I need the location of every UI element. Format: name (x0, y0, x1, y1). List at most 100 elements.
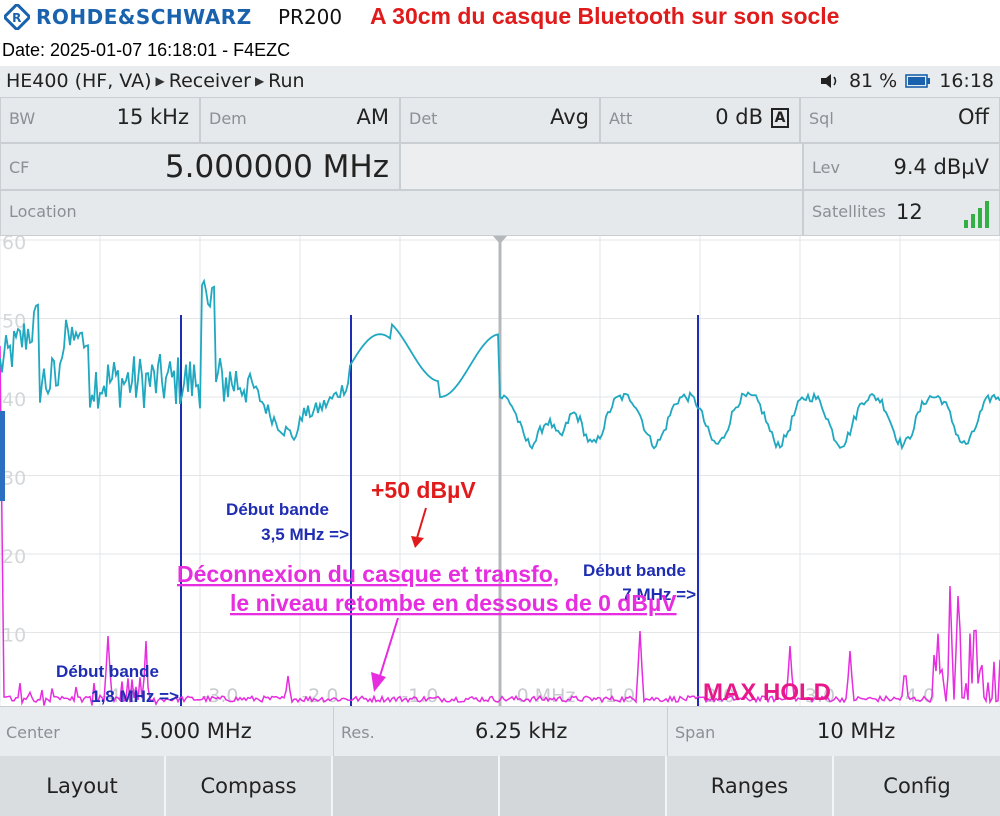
trace-ref-indicator (0, 411, 5, 501)
location-label: Location (9, 202, 77, 221)
ranges-softkey[interactable]: Ranges (667, 756, 834, 816)
disconnect-line1: Déconnexion du casque et transfo, (177, 561, 559, 587)
spectrum-display[interactable]: 60 50 40 30 20 10 -4.0 -3.0 -2.0 -1.0 0 MHz 1.0 2.0… (0, 232, 1000, 707)
date-caption: Date: 2025-01-07 16:18:01 - F4EZC (2, 40, 291, 60)
y-axis-labels: 60 50 40 30 20 10 (2, 232, 26, 647)
speaker-icon[interactable] (819, 71, 841, 91)
status-bar: HE400 (HF, VA) ▶ Receiver ▶ Run 81 % 16:18 (0, 66, 1000, 98)
brand-name: ROHDE&SCHWARZ (36, 5, 252, 29)
breadcrumb: HE400 (HF, VA) ▶ Receiver ▶ Run (6, 70, 305, 92)
layout-softkey[interactable]: Layout (0, 756, 166, 816)
y-tick-label: 10 (2, 625, 26, 647)
cf-label: CF (9, 158, 30, 177)
res-cell[interactable]: Res. 6.25 kHz (333, 707, 668, 757)
y-tick-label: 20 (2, 546, 26, 568)
x-tick-label: 0 MHz (517, 685, 576, 706)
lev-value: 9.4 dBµV (893, 155, 989, 179)
maxhold-trace (0, 278, 1000, 451)
breadcrumb-device[interactable]: HE400 (HF, VA) (6, 70, 152, 92)
center-value: 5.000 MHz (140, 719, 252, 743)
spectrum-grid (0, 236, 1000, 706)
location-panel[interactable]: Location (0, 190, 803, 236)
chevron-right-icon: ▶ (254, 74, 265, 88)
det-panel[interactable]: Det Avg (400, 97, 600, 143)
y-tick-label: 60 (2, 236, 26, 254)
disconnect-arrow (379, 617, 399, 677)
x-tick-label: 1.0 (605, 685, 635, 706)
maxhold-annotation: MAX HOLD (703, 679, 831, 706)
center-label: Center (6, 723, 60, 742)
satellites-panel[interactable]: Satellites 12 (803, 190, 1000, 236)
x-tick-label: 4.0 (905, 685, 935, 706)
x-tick-label: -3.0 (201, 685, 238, 706)
band-35-line2: 3,5 MHz => (261, 525, 349, 544)
breadcrumb-mode[interactable]: Receiver (168, 70, 251, 92)
cf-panel[interactable]: CF 5.000000 MHz (0, 143, 400, 190)
cf-spacer (400, 143, 803, 190)
peak-arrow-head (411, 536, 424, 548)
bw-label: BW (9, 109, 36, 128)
att-label: Att (609, 109, 633, 128)
sql-value: Off (958, 105, 989, 129)
brand-logo: R ROHDE&SCHWARZ (4, 4, 252, 30)
lev-panel: Lev 9.4 dBµV (803, 143, 1000, 190)
status-indicators: 81 % 16:18 (819, 70, 994, 92)
att-auto-badge: A (771, 108, 789, 128)
peak-annotation: +50 dBµV (371, 477, 476, 503)
breadcrumb-state[interactable]: Run (268, 70, 305, 92)
att-panel[interactable]: Att 0 dB A (600, 97, 800, 143)
clock: 16:18 (939, 70, 994, 92)
compass-softkey[interactable]: Compass (166, 756, 333, 816)
device-model: PR200 (278, 5, 343, 29)
svg-text:R: R (12, 11, 22, 25)
satellites-value: 12 (896, 200, 923, 224)
frequency-bar: Center 5.000 MHz Res. 6.25 kHz Span 10 M… (0, 706, 1000, 757)
center-marker-icon (493, 236, 507, 244)
band-7-line2: 7 MHz => (622, 585, 696, 604)
sql-panel[interactable]: Sql Off (800, 97, 1000, 143)
y-tick-label: 30 (2, 468, 26, 490)
lev-label: Lev (812, 158, 840, 177)
span-value: 10 MHz (817, 719, 896, 743)
band-18-line1: Début bande (56, 662, 159, 681)
det-value: Avg (550, 105, 589, 129)
span-label: Span (675, 723, 716, 742)
y-tick-label: 40 (2, 389, 26, 411)
center-cell[interactable]: Center 5.000 MHz (0, 707, 334, 757)
chevron-right-icon: ▶ (155, 74, 165, 88)
disconnect-arrow-head (371, 672, 386, 692)
dem-value: AM (356, 105, 389, 129)
headline-caption: A 30cm du casque Bluetooth sur son socle (370, 3, 840, 29)
softkey-bar: Layout Compass Ranges Config (0, 756, 1000, 816)
bw-value: 15 kHz (116, 105, 189, 129)
dem-panel[interactable]: Dem AM (200, 97, 400, 143)
sql-label: Sql (809, 109, 834, 128)
res-label: Res. (341, 723, 375, 742)
screenshot-header: R ROHDE&SCHWARZ PR200 A 30cm du casque B… (0, 0, 1000, 66)
disconnect-line2: le niveau retombe en dessous de 0 dBµV (230, 590, 677, 616)
battery-percent: 81 % (848, 70, 898, 92)
band-start-lines (180, 315, 699, 706)
brand-diamond-icon: R (4, 4, 30, 30)
x-tick-label: -2.0 (301, 685, 338, 706)
band-35-line1: Début bande (226, 500, 329, 519)
empty-softkey-4[interactable] (500, 756, 667, 816)
y-tick-label: 50 (2, 311, 26, 333)
span-cell[interactable]: Span 10 MHz (667, 707, 1000, 757)
config-softkey[interactable]: Config (834, 756, 1000, 816)
det-label: Det (409, 109, 438, 128)
satellites-label: Satellites (812, 202, 886, 221)
live-trace (0, 345, 1000, 706)
bw-panel[interactable]: BW 15 kHz (0, 97, 200, 143)
band-7-line1: Début bande (583, 561, 686, 580)
cf-value: 5.000000 MHz (164, 149, 389, 185)
peak-arrow (416, 507, 427, 539)
att-value: 0 dB (715, 105, 763, 129)
band-18-line2: 1,8 MHz => (91, 687, 179, 706)
res-value: 6.25 kHz (475, 719, 568, 743)
empty-softkey-3[interactable] (333, 756, 500, 816)
x-tick-label: -1.0 (401, 685, 438, 706)
battery-icon (905, 74, 931, 88)
signal-strength-icon (964, 201, 989, 228)
